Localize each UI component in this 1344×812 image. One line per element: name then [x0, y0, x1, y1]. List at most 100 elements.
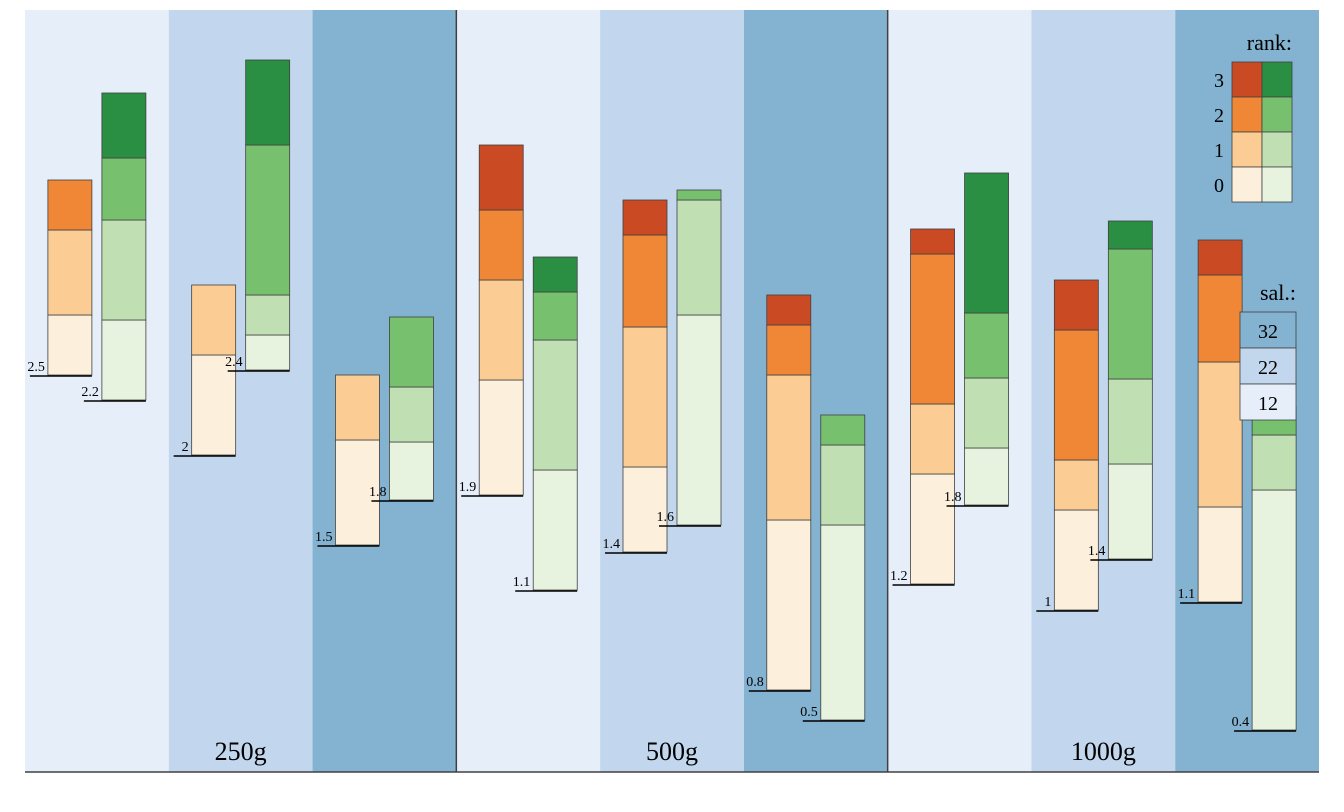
bar-segment: [246, 145, 290, 295]
bar-segment: [1198, 275, 1242, 362]
bar-segment: [677, 315, 721, 525]
bar-segment: [767, 520, 811, 690]
bar-segment: [1054, 330, 1098, 460]
bar-segment: [335, 375, 379, 440]
legend-rank-swatch-green: [1262, 132, 1292, 167]
legend-rank-swatch-orange: [1232, 62, 1262, 97]
bar-segment: [479, 145, 523, 210]
sal-band: [313, 10, 457, 772]
legend-rank-swatch-green: [1262, 167, 1292, 202]
bar-segment: [623, 200, 667, 235]
bar-segment: [911, 229, 955, 254]
bar-segment: [965, 313, 1009, 378]
legend-rank-label: 2: [1214, 105, 1224, 127]
bar-segment: [1198, 507, 1242, 602]
bar-segment: [533, 470, 577, 590]
bar-segment: [389, 387, 433, 442]
bar-segment: [767, 375, 811, 520]
legend-rank-label: 3: [1214, 70, 1224, 92]
bar-segment: [767, 295, 811, 325]
bar-value-label: 1.4: [1088, 544, 1106, 559]
chart-svg: 250g 500g 1000g 2.5 2.2 2 2.4 1.5 1.8 1.9 1.1 1.4 1.…: [0, 0, 1344, 807]
bar-value-label: 0.8: [746, 675, 764, 690]
bar-segment: [192, 355, 236, 455]
bar-value-label: 2: [182, 440, 189, 455]
bar-segment: [965, 173, 1009, 313]
legend-rank-label: 1: [1214, 140, 1224, 162]
bar-value-label: 1: [1044, 595, 1051, 610]
legend-sal-label: 12: [1258, 393, 1278, 415]
bar-segment: [965, 448, 1009, 505]
bar-segment: [1108, 464, 1152, 559]
bar-value-label: 2.4: [225, 355, 243, 370]
bar-segment: [821, 525, 865, 720]
bar-segment: [533, 340, 577, 470]
bar-segment: [623, 327, 667, 467]
bar-segment: [533, 292, 577, 340]
bar-segment: [192, 285, 236, 355]
bar-segment: [48, 180, 92, 230]
legend-rank-title: rank:: [1247, 30, 1292, 55]
group-label: 500g: [646, 737, 698, 766]
bar-value-label: 0.5: [800, 705, 818, 720]
bar-segment: [911, 254, 955, 404]
sal-band: [888, 10, 1032, 772]
bar-segment: [911, 404, 955, 474]
bar-segment: [479, 380, 523, 495]
bar-segment: [246, 295, 290, 335]
legend-sal-title: sal.:: [1260, 280, 1296, 305]
legend-sal-label: 22: [1258, 357, 1278, 379]
sal-band: [1031, 10, 1175, 772]
bar-segment: [246, 335, 290, 370]
bar-segment: [767, 325, 811, 375]
sal-band: [600, 10, 744, 772]
bar-segment: [821, 445, 865, 525]
bar-value-label: 1.6: [657, 510, 675, 525]
legend-rank-swatch-green: [1262, 97, 1292, 132]
group-label: 250g: [215, 737, 267, 766]
bar-segment: [479, 210, 523, 280]
bar-value-label: 1.1: [1178, 587, 1196, 602]
bar-segment: [48, 315, 92, 375]
bar-segment: [1252, 490, 1296, 730]
bar-segment: [389, 317, 433, 387]
bar-segment: [1054, 280, 1098, 330]
bar-value-label: 1.8: [944, 490, 962, 505]
bar-segment: [965, 378, 1009, 448]
bar-segment: [102, 220, 146, 320]
bar-segment: [102, 158, 146, 220]
legend-rank-label: 0: [1214, 175, 1224, 197]
bar-segment: [1108, 379, 1152, 464]
bar-segment: [821, 415, 865, 445]
stacked-bar-chart: 250g 500g 1000g 2.5 2.2 2 2.4 1.5 1.8 1.9 1.1 1.4 1.…: [0, 0, 1344, 807]
bar-segment: [1108, 249, 1152, 379]
group-label: 1000g: [1071, 737, 1136, 766]
bar-value-label: 1.1: [513, 575, 531, 590]
bar-value-label: 2.2: [81, 385, 99, 400]
bar-value-label: 1.9: [459, 480, 477, 495]
bar-segment: [677, 200, 721, 315]
bar-segment: [102, 93, 146, 158]
bar-value-label: 1.5: [315, 530, 333, 545]
bar-segment: [48, 230, 92, 315]
legend-rank-swatch-orange: [1232, 132, 1262, 167]
bar-segment: [1198, 362, 1242, 507]
bar-value-label: 1.8: [369, 485, 387, 500]
bar-segment: [246, 60, 290, 145]
sal-band: [456, 10, 600, 772]
legend-sal-label: 32: [1258, 321, 1278, 343]
bar-segment: [102, 320, 146, 400]
bar-value-label: 1.4: [603, 537, 621, 552]
bar-segment: [623, 235, 667, 327]
bar-value-label: 2.5: [27, 360, 45, 375]
sal-band: [744, 10, 888, 772]
bar-value-label: 1.2: [890, 569, 908, 584]
bar-segment: [1252, 435, 1296, 490]
bar-segment: [1108, 221, 1152, 249]
legend-rank-swatch-orange: [1232, 167, 1262, 202]
bar-segment: [479, 280, 523, 380]
bar-segment: [389, 442, 433, 500]
bar-segment: [533, 257, 577, 292]
bar-segment: [677, 190, 721, 200]
legend-rank-swatch-green: [1262, 62, 1292, 97]
